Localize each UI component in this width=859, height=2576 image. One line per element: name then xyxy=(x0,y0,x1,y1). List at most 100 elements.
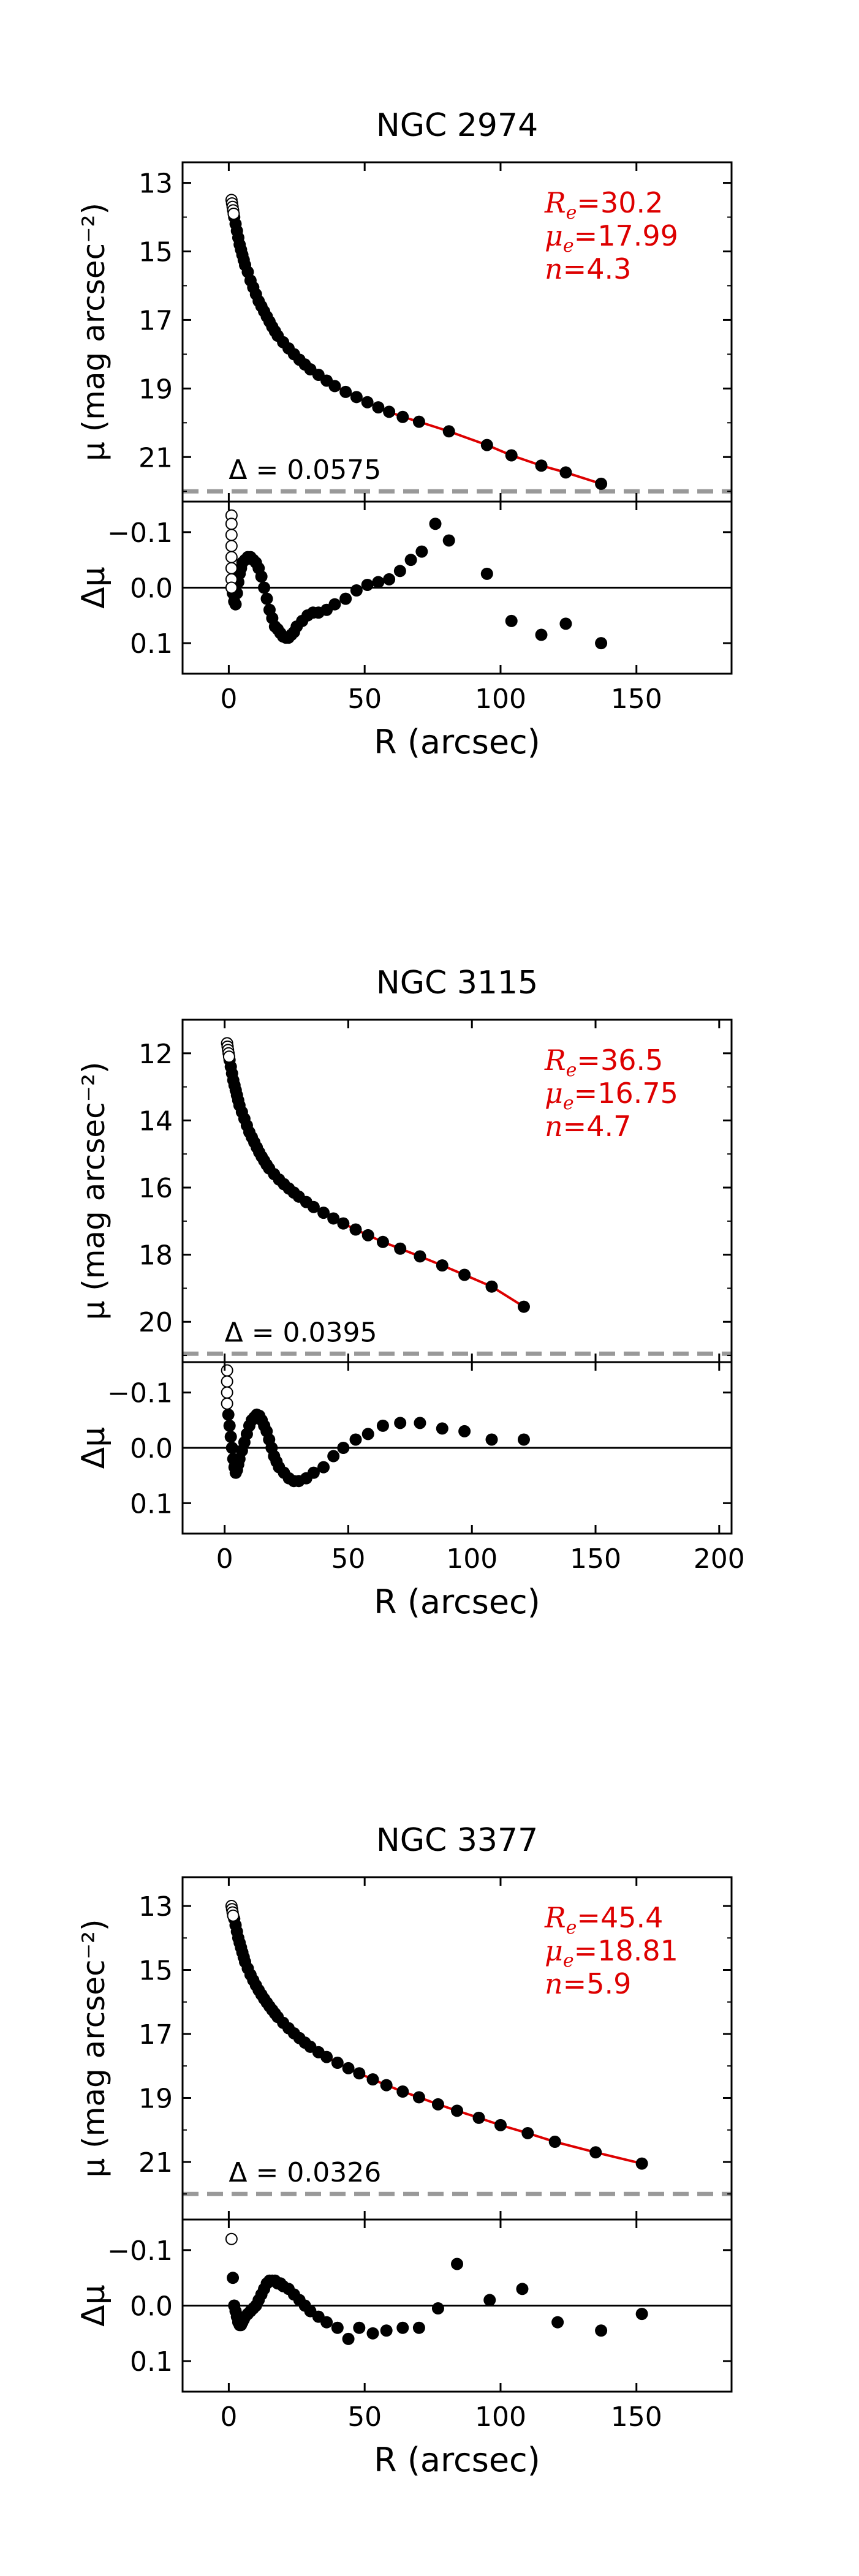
residual-point-open xyxy=(225,562,238,574)
lower-ytick-label: −0.1 xyxy=(107,1378,173,1409)
residual-point-filled xyxy=(339,592,352,605)
xtick-label: 100 xyxy=(446,1543,498,1575)
residual-point-filled xyxy=(328,598,341,611)
residual-point-filled xyxy=(320,2316,333,2329)
residual-point-filled xyxy=(595,2324,608,2337)
residual-point-filled xyxy=(485,1433,498,1446)
profile-point-filled xyxy=(517,1300,530,1313)
residual-point-open xyxy=(225,518,238,530)
fit-param-n-value: 5.9 xyxy=(586,1967,631,2000)
profile-point-filled xyxy=(480,439,493,451)
profile-point-filled xyxy=(376,1235,389,1248)
residual-point-filled xyxy=(255,570,268,583)
residual-point-filled xyxy=(342,2332,355,2345)
upper-y-axis-label: μ (mag arcsec⁻²) xyxy=(76,203,112,461)
residual-point-filled xyxy=(337,1442,350,1454)
residual-point-filled xyxy=(225,1442,238,1454)
residual-point-filled xyxy=(517,1433,530,1446)
rms-annotation: Δ = 0.0575 xyxy=(229,454,381,486)
fit-param-re-value: 45.4 xyxy=(600,1901,663,1934)
residual-point-filled xyxy=(551,2316,564,2329)
residual-point-filled xyxy=(366,2327,379,2340)
profile-point-filled xyxy=(337,1217,350,1230)
lower-ytick-label: −0.1 xyxy=(107,2235,173,2267)
panel-1: NGC 2974 13 15 17 19 21 μ (mag arcsec⁻²) Δ = 0.… xyxy=(75,107,733,761)
xtick-label: 200 xyxy=(694,1543,745,1575)
profile-point-filled xyxy=(361,396,374,409)
lower-ytick-label: 0.0 xyxy=(130,2291,173,2322)
profile-point-filled xyxy=(521,2126,534,2139)
profile-point-filled xyxy=(349,1223,362,1236)
upper-ytick-label: 17 xyxy=(138,2019,173,2051)
fit-param-n-value: 4.7 xyxy=(586,1110,631,1143)
lower-ytick-label: 0.0 xyxy=(130,1433,173,1464)
fit-param-re: Re=45.4 xyxy=(544,1901,663,1938)
residual-point-filled xyxy=(595,637,608,650)
profile-point-filled xyxy=(320,2051,333,2063)
residual-point-filled xyxy=(414,1417,426,1429)
xtick-label: 0 xyxy=(220,2401,237,2433)
fit-param-n: n=4.3 xyxy=(545,252,631,285)
profile-point-filled xyxy=(342,2062,355,2074)
fit-param-n: n=4.7 xyxy=(545,1110,631,1143)
profile-point-filled xyxy=(307,1200,320,1213)
profile-point-filled xyxy=(412,2091,425,2104)
residual-point-filled xyxy=(635,2308,648,2321)
fit-param-mue-value: 17.99 xyxy=(597,219,678,252)
profile-point-open xyxy=(222,1050,235,1063)
profile-point-filled xyxy=(635,2157,648,2170)
residual-point-filled xyxy=(223,1419,236,1432)
residual-point-filled xyxy=(227,2272,240,2284)
upper-ytick-label: 19 xyxy=(138,374,173,405)
lower-y-axis-label: Δμ xyxy=(75,567,112,609)
residual-point-filled xyxy=(451,2258,463,2270)
residual-point-filled xyxy=(429,518,442,530)
profile-point-filled xyxy=(317,1207,330,1219)
residual-point-open xyxy=(225,551,238,563)
fit-param-n-value: 4.3 xyxy=(586,252,631,285)
profile-point-filled xyxy=(494,2118,507,2131)
profile-point-filled xyxy=(472,2111,485,2124)
fit-param-mue-value: 16.75 xyxy=(597,1077,678,1110)
profile-point-open xyxy=(227,1909,240,1922)
residual-point-open xyxy=(225,581,238,594)
residual-point-open xyxy=(221,1375,233,1388)
residual-point-filled xyxy=(361,1428,374,1441)
residual-point-filled xyxy=(505,614,518,627)
profile-point-filled xyxy=(451,2104,463,2117)
residual-point-filled xyxy=(442,534,455,547)
upper-y-axis-label-text: μ (mag arcsec⁻²) xyxy=(76,1061,112,1320)
profile-point-filled xyxy=(380,2079,393,2092)
fit-param-re: Re=30.2 xyxy=(544,186,663,224)
profile-point-filled xyxy=(350,391,363,404)
upper-ytick-label: 16 xyxy=(138,1173,173,1204)
upper-ytick-label: 13 xyxy=(138,168,173,200)
residual-point-filled xyxy=(327,1450,340,1463)
fit-param-mue: μe=17.99 xyxy=(545,219,678,257)
profile-point-filled xyxy=(595,477,608,490)
sersic-fit-line xyxy=(228,1060,525,1308)
chart-title: NGC 2974 xyxy=(376,107,538,144)
residual-point-filled xyxy=(458,1425,471,1437)
residual-point-filled xyxy=(394,1417,407,1429)
lower-ytick-label: −0.1 xyxy=(107,518,173,549)
residual-point-filled xyxy=(393,565,406,578)
residual-point-filled xyxy=(222,1408,235,1421)
profile-point-filled xyxy=(412,415,425,428)
rms-annotation: Δ = 0.0326 xyxy=(229,2157,381,2188)
xtick-label: 0 xyxy=(216,1543,233,1575)
profile-point-filled xyxy=(485,1280,498,1293)
profile-point-filled xyxy=(396,410,409,423)
upper-y-axis-label: μ (mag arcsec⁻²) xyxy=(76,1919,112,2177)
panel-3: NGC 3377 13 15 17 19 21 μ (mag arcsec⁻²) Δ = 0.… xyxy=(75,1822,733,2479)
profile-point-filled xyxy=(353,2067,366,2080)
upper-ytick-label: 21 xyxy=(138,2147,173,2179)
fit-param-mue: μe=18.81 xyxy=(545,1934,678,1972)
residual-point-open xyxy=(225,2232,238,2245)
chart-title: NGC 3377 xyxy=(376,1822,538,1859)
fit-param-re-value: 30.2 xyxy=(600,186,663,219)
residual-point-filled xyxy=(353,2321,366,2334)
residual-point-filled xyxy=(331,2321,344,2334)
profile-point-filled xyxy=(436,1259,448,1272)
